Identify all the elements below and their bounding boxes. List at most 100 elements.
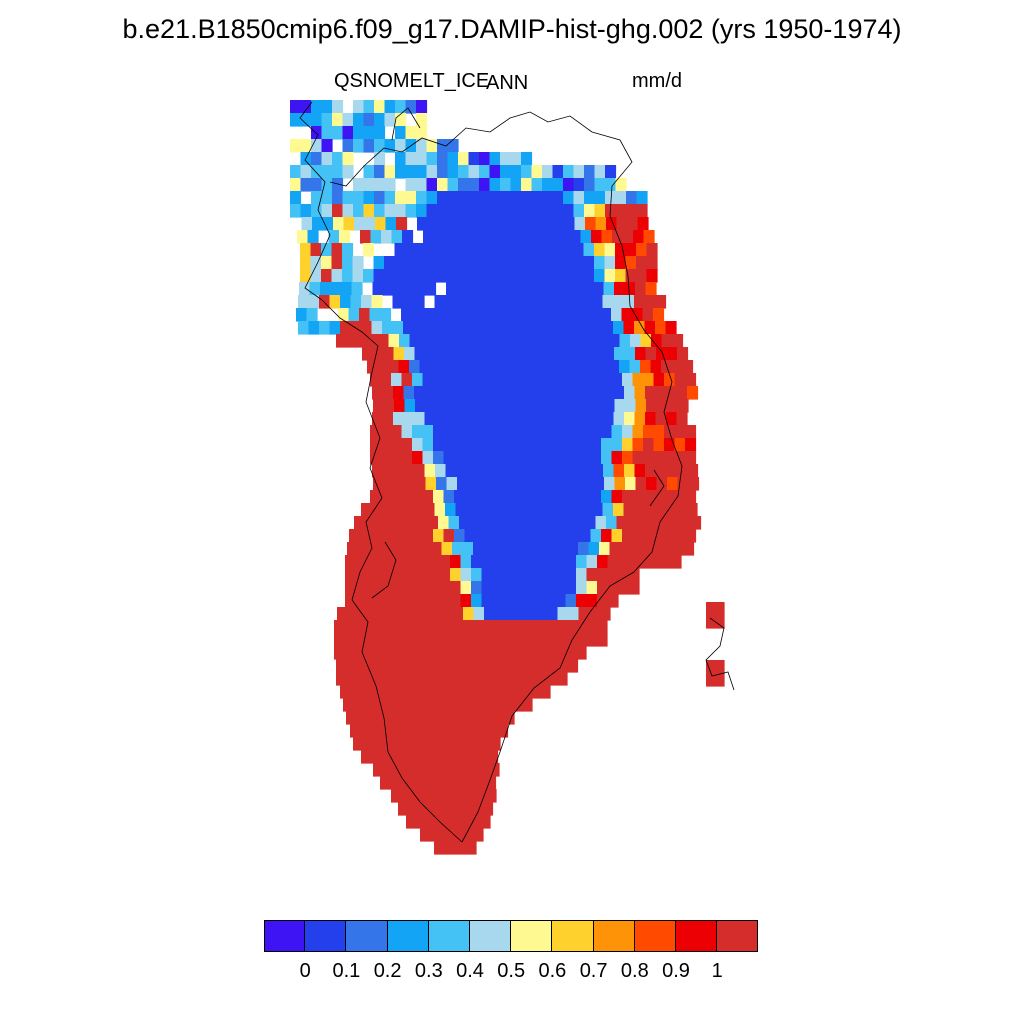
melt-cell	[471, 555, 483, 569]
melt-cell	[368, 542, 380, 556]
melt-cell	[538, 373, 550, 387]
melt-cell	[510, 152, 522, 166]
melt-cell	[615, 191, 627, 205]
melt-cell	[513, 568, 525, 582]
melt-cell	[436, 477, 448, 491]
melt-cell	[541, 256, 553, 270]
melt-cell	[424, 464, 436, 478]
melt-cell	[521, 698, 533, 712]
melt-cell	[352, 256, 364, 270]
melt-cell	[481, 594, 493, 608]
melt-cell	[540, 347, 552, 361]
melt-cell	[603, 347, 615, 361]
melt-cell	[529, 685, 541, 699]
melt-cell	[452, 607, 464, 621]
melt-cell	[665, 321, 677, 335]
melt-cell	[504, 334, 516, 348]
melt-cell	[381, 230, 393, 244]
melt-cell	[519, 386, 531, 400]
melt-cell	[506, 451, 518, 465]
melt-cell	[427, 698, 439, 712]
melt-cell	[412, 789, 424, 803]
melt-cell	[439, 568, 451, 582]
melt-cell	[512, 646, 524, 660]
melt-cell	[586, 568, 598, 582]
melt-cell	[340, 295, 352, 309]
melt-cell	[425, 763, 437, 777]
melt-cell	[624, 464, 636, 478]
melt-cell	[655, 321, 667, 335]
melt-cell	[367, 711, 379, 725]
melt-cell	[413, 685, 425, 699]
melt-cell	[454, 451, 466, 465]
melt-cell	[685, 373, 697, 387]
melt-cell	[644, 503, 656, 517]
melt-cell	[352, 269, 364, 283]
melt-cell	[513, 555, 525, 569]
melt-cell	[416, 126, 428, 140]
season-label: ANN	[486, 72, 529, 94]
melt-cell	[430, 659, 442, 673]
melt-cell	[384, 139, 396, 153]
melt-cell	[380, 776, 392, 790]
melt-cell	[346, 672, 358, 686]
melt-cell	[523, 568, 535, 582]
melt-cell	[466, 685, 478, 699]
melt-cell	[590, 308, 602, 322]
melt-cell	[420, 828, 432, 842]
melt-cell	[581, 503, 593, 517]
melt-cell	[632, 529, 644, 543]
melt-cell	[580, 373, 592, 387]
melt-cell	[632, 451, 644, 465]
melt-cell	[418, 594, 430, 608]
melt-cell	[342, 152, 354, 166]
melt-cell	[321, 113, 333, 127]
melt-cell	[483, 672, 495, 686]
melt-cell	[451, 659, 463, 673]
melt-cell	[372, 412, 384, 426]
melt-cell	[408, 568, 420, 582]
melt-cell	[614, 477, 626, 491]
melt-cell	[392, 503, 404, 517]
melt-cell	[530, 477, 542, 491]
melt-cell	[441, 334, 453, 348]
variable-label: QSNOMELT_ICE	[334, 70, 490, 92]
melt-cell	[459, 516, 471, 530]
melt-cell	[395, 191, 407, 205]
melt-cell	[557, 542, 569, 556]
melt-cell	[414, 386, 426, 400]
melt-cell	[451, 828, 463, 842]
melt-cell	[380, 308, 392, 322]
melt-cell	[447, 139, 459, 153]
melt-cell	[455, 724, 467, 738]
melt-cell	[441, 672, 453, 686]
melt-cell	[601, 425, 613, 439]
melt-cell	[404, 347, 416, 361]
melt-cell	[521, 178, 533, 192]
melt-cell	[416, 815, 428, 829]
melt-cell	[486, 724, 498, 738]
melt-cell	[552, 256, 564, 270]
melt-cell	[609, 542, 621, 556]
melt-cell	[442, 607, 454, 621]
melt-cell	[342, 269, 354, 283]
coastline	[299, 101, 735, 843]
melt-cell	[574, 516, 586, 530]
melt-cell	[481, 646, 493, 660]
melt-cell	[563, 204, 575, 218]
melt-cell	[405, 100, 417, 114]
melt-cell	[359, 529, 371, 543]
melt-cell	[573, 269, 585, 283]
melt-cell	[475, 451, 487, 465]
melt-cell	[376, 620, 388, 634]
melt-cell	[490, 516, 502, 530]
melt-cell	[531, 178, 543, 192]
melt-cell	[412, 529, 424, 543]
melt-cell	[479, 165, 491, 179]
melt-cell	[666, 386, 678, 400]
melt-cell	[451, 672, 463, 686]
melt-cell	[645, 464, 657, 478]
melt-cell	[571, 503, 583, 517]
melt-cell	[630, 542, 642, 556]
melt-cell	[474, 776, 486, 790]
